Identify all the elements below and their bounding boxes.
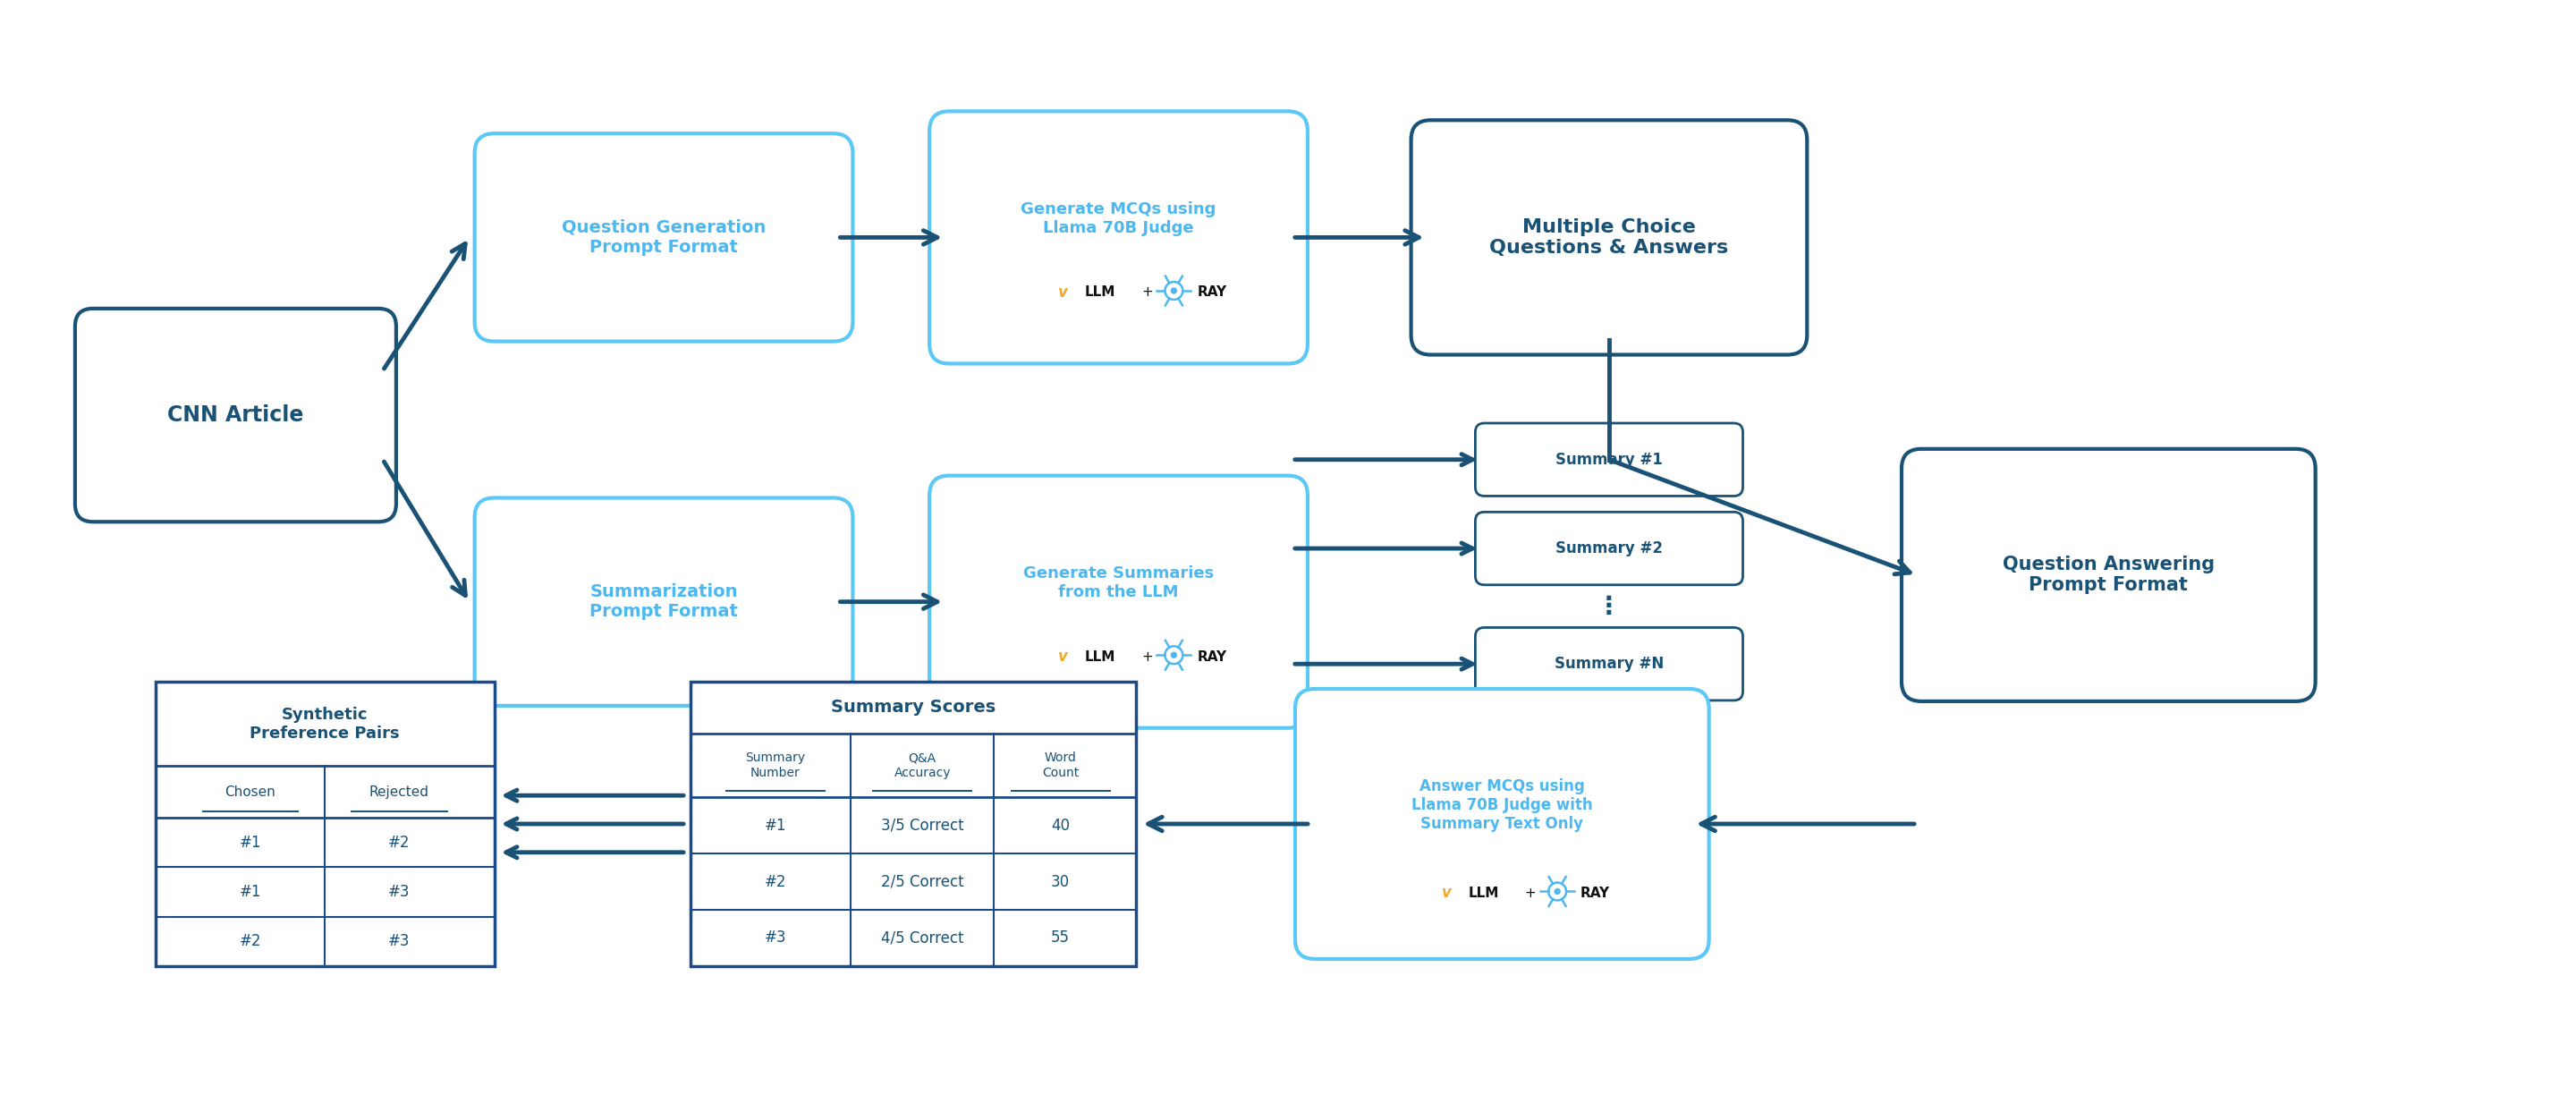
Text: Summary #N: Summary #N xyxy=(1553,656,1664,672)
Text: Summary #1: Summary #1 xyxy=(1556,451,1662,468)
FancyBboxPatch shape xyxy=(1476,512,1744,585)
FancyBboxPatch shape xyxy=(930,111,1309,364)
Text: v: v xyxy=(1059,648,1069,665)
FancyBboxPatch shape xyxy=(1412,120,1806,355)
Text: Q&A
Accuracy: Q&A Accuracy xyxy=(894,752,951,778)
FancyBboxPatch shape xyxy=(1476,627,1744,701)
Text: CNN Article: CNN Article xyxy=(167,405,304,426)
Circle shape xyxy=(1556,888,1561,894)
Text: ⋮: ⋮ xyxy=(1597,594,1620,618)
Text: RAY: RAY xyxy=(1198,651,1226,664)
FancyBboxPatch shape xyxy=(1901,449,2316,702)
Text: +: + xyxy=(1141,286,1154,299)
Text: 4/5 Correct: 4/5 Correct xyxy=(881,930,963,946)
Text: LLM: LLM xyxy=(1084,286,1115,299)
Text: #2: #2 xyxy=(389,834,410,851)
Text: Summary
Number: Summary Number xyxy=(744,752,806,778)
Circle shape xyxy=(1172,653,1177,657)
FancyBboxPatch shape xyxy=(1296,688,1708,959)
Text: Answer MCQs using
Llama 70B Judge with
Summary Text Only: Answer MCQs using Llama 70B Judge with S… xyxy=(1412,778,1592,870)
Text: Word
Count: Word Count xyxy=(1043,752,1079,778)
Text: v: v xyxy=(1443,885,1453,902)
Text: v: v xyxy=(1059,285,1069,300)
Text: Summary #2: Summary #2 xyxy=(1556,540,1662,556)
Text: #3: #3 xyxy=(389,884,410,900)
Text: Generate MCQs using
Llama 70B Judge: Generate MCQs using Llama 70B Judge xyxy=(1020,201,1216,274)
Text: #3: #3 xyxy=(765,930,786,946)
Text: #1: #1 xyxy=(765,817,786,834)
Bar xyxy=(155,682,495,966)
Text: 3/5 Correct: 3/5 Correct xyxy=(881,817,963,834)
Circle shape xyxy=(1172,288,1177,294)
Text: Multiple Choice
Questions & Answers: Multiple Choice Questions & Answers xyxy=(1489,218,1728,257)
FancyBboxPatch shape xyxy=(474,498,853,706)
FancyBboxPatch shape xyxy=(930,476,1309,728)
Text: Generate Summaries
from the LLM: Generate Summaries from the LLM xyxy=(1023,566,1213,637)
Text: Rejected: Rejected xyxy=(368,785,430,798)
Text: 40: 40 xyxy=(1051,817,1069,834)
Text: #2: #2 xyxy=(765,874,786,890)
Bar xyxy=(690,682,1136,966)
Text: +: + xyxy=(1525,886,1535,900)
Text: #1: #1 xyxy=(240,834,260,851)
Text: 2/5 Correct: 2/5 Correct xyxy=(881,874,963,890)
Text: RAY: RAY xyxy=(1582,886,1610,900)
Text: Question Generation
Prompt Format: Question Generation Prompt Format xyxy=(562,219,765,256)
Text: Chosen: Chosen xyxy=(224,785,276,798)
Text: Question Answering
Prompt Format: Question Answering Prompt Format xyxy=(2002,556,2215,595)
Text: #2: #2 xyxy=(240,933,260,950)
Text: Summary Scores: Summary Scores xyxy=(832,699,997,716)
Text: Synthetic
Preference Pairs: Synthetic Preference Pairs xyxy=(250,706,399,742)
Text: 30: 30 xyxy=(1051,874,1069,890)
FancyBboxPatch shape xyxy=(75,308,397,522)
Text: LLM: LLM xyxy=(1468,886,1499,900)
FancyBboxPatch shape xyxy=(1476,424,1744,496)
Text: LLM: LLM xyxy=(1084,651,1115,664)
Text: 55: 55 xyxy=(1051,930,1069,946)
Text: #1: #1 xyxy=(240,884,260,900)
Text: Summarization
Prompt Format: Summarization Prompt Format xyxy=(590,584,737,620)
Text: RAY: RAY xyxy=(1198,286,1226,299)
FancyBboxPatch shape xyxy=(474,133,853,341)
Text: #3: #3 xyxy=(389,933,410,950)
Text: +: + xyxy=(1141,651,1154,664)
